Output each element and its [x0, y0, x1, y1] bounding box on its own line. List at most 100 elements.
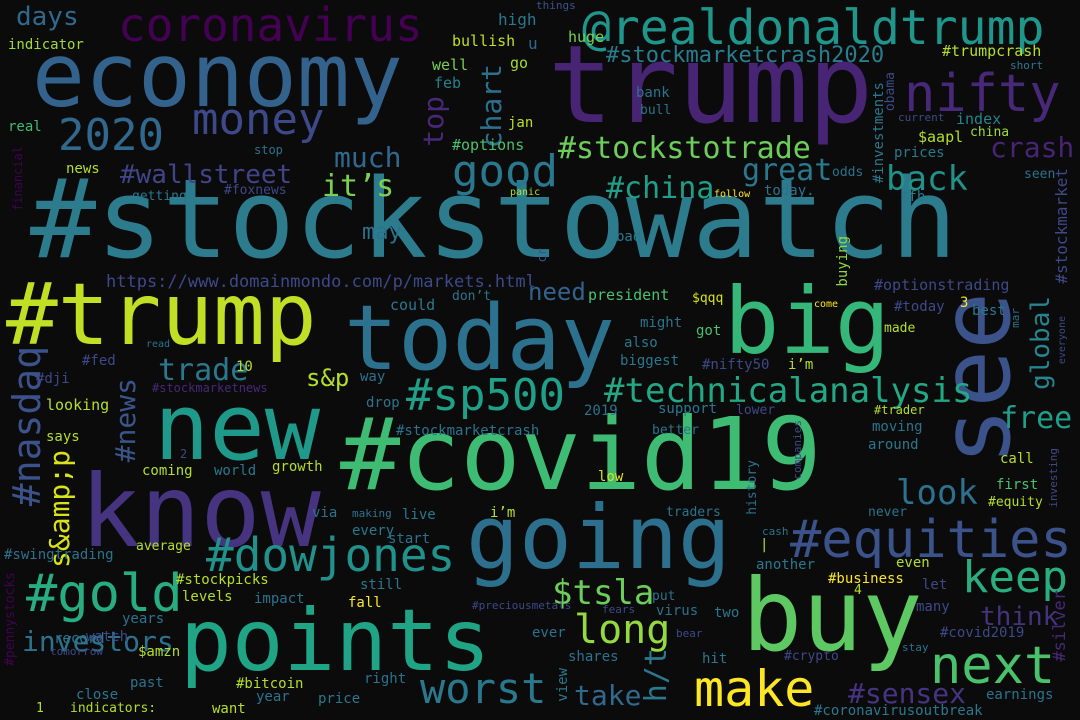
word: impact: [254, 591, 305, 607]
word: real: [8, 119, 42, 135]
word: view: [555, 668, 571, 702]
word: look: [896, 473, 978, 513]
word: #stockpicks: [176, 572, 269, 588]
word: buying: [835, 236, 851, 287]
word: days: [16, 2, 79, 32]
word: biggest: [620, 353, 680, 369]
word: $aapl: [918, 128, 964, 146]
word: read: [146, 339, 171, 350]
word: #business: [828, 571, 904, 587]
word: ever: [532, 625, 566, 641]
word: #stockmarketnews: [152, 381, 268, 395]
word: #equities: [790, 510, 1072, 570]
word: #options: [452, 136, 525, 154]
word: new: [154, 374, 321, 481]
word: #technicalanalysis: [604, 371, 973, 411]
word: trump: [548, 23, 874, 148]
word: nifty: [904, 64, 1061, 124]
word: investors: [22, 625, 174, 658]
word: stop: [254, 143, 283, 157]
word: getting: [132, 189, 187, 204]
word: #optionstrading: [874, 276, 1010, 294]
word: close: [76, 687, 119, 703]
word: #china: [606, 171, 715, 206]
word: bad: [616, 229, 642, 245]
word: next: [930, 636, 1056, 696]
word: best: [972, 303, 1006, 319]
word: back: [886, 159, 968, 199]
word: i’m: [490, 505, 516, 521]
word: president: [588, 286, 670, 304]
word: feb: [434, 74, 462, 92]
word: financial: [11, 146, 25, 212]
word: #sp500: [406, 370, 565, 421]
word: way: [360, 369, 386, 385]
word: bullish: [452, 32, 516, 50]
word: 1: [36, 701, 44, 716]
word: start: [388, 531, 431, 547]
word: right: [364, 671, 407, 687]
word: #stockmarketcrash: [396, 423, 540, 439]
word: huge: [568, 28, 605, 46]
word: #gold: [26, 564, 183, 624]
word: #preciousmetals: [472, 599, 572, 612]
word: better: [652, 423, 699, 438]
word: #stockmarketcrash2020: [606, 43, 885, 68]
word: might: [640, 315, 683, 331]
word: #covid2019: [940, 625, 1025, 641]
word: going: [466, 486, 731, 589]
word: levels: [182, 589, 233, 605]
word: it’s: [322, 169, 395, 204]
word: #wallstreet: [120, 160, 293, 190]
word: bank: [636, 85, 670, 101]
word: via: [312, 505, 338, 521]
word: past: [130, 675, 164, 691]
word: coming: [142, 463, 193, 479]
word: also: [624, 335, 658, 351]
word: make: [694, 660, 815, 718]
word: china: [970, 125, 1010, 140]
word: odds: [832, 165, 864, 180]
word: 10: [236, 359, 253, 375]
word: u: [528, 34, 538, 53]
word: shares: [568, 649, 619, 665]
word: bull: [640, 103, 672, 118]
word: #pennystocks: [3, 572, 18, 666]
word: $qqq: [692, 291, 724, 306]
word: every: [352, 523, 395, 539]
word: economy: [32, 24, 403, 127]
word: index: [956, 110, 1002, 128]
word: i’m: [788, 357, 814, 373]
word: crash: [990, 131, 1075, 164]
word: news: [66, 161, 100, 177]
word: today: [344, 286, 615, 391]
word: great: [742, 153, 833, 188]
word: everyone: [1057, 316, 1068, 365]
word: let: [922, 577, 948, 593]
word: fears: [602, 603, 636, 616]
word: could: [390, 296, 436, 314]
word: #stockstowatch: [30, 155, 958, 283]
word: panic: [510, 187, 541, 198]
word: watch: [86, 629, 129, 645]
word: $fb: [900, 189, 926, 205]
word: cr: [535, 248, 549, 263]
word: #stockstotrade: [558, 131, 811, 166]
word: #fed: [82, 353, 116, 369]
word: high: [498, 10, 537, 29]
word: #silver: [1050, 590, 1070, 662]
word: drop: [366, 395, 400, 411]
word: #nifty50: [702, 357, 770, 373]
word: trade: [158, 353, 249, 388]
word: first: [996, 477, 1039, 493]
word: put: [652, 589, 676, 604]
word: money: [192, 94, 325, 145]
word: #covid19: [340, 396, 822, 513]
word: #dowjones: [206, 528, 456, 582]
word: |: [760, 537, 769, 553]
word: follow: [714, 189, 751, 200]
word: #foxnews: [224, 183, 287, 198]
word: prices: [894, 145, 945, 161]
word: today.: [764, 183, 815, 199]
